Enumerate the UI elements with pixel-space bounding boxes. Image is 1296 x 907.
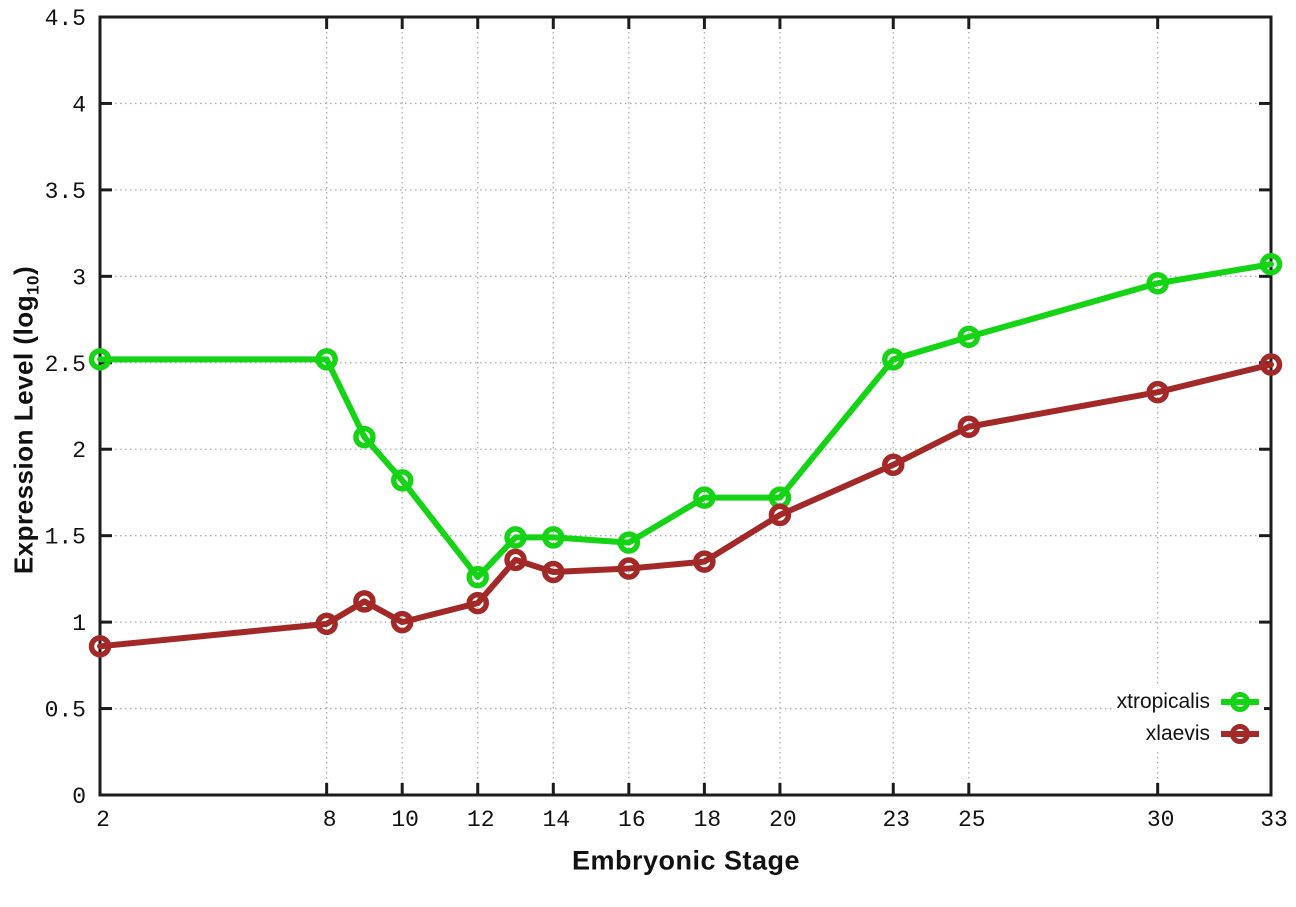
data-point-xlaevis-stage-10 — [390, 610, 414, 634]
data-point-xlaevis-stage-2 — [88, 635, 112, 658]
x-tick-label: 8 — [323, 807, 337, 833]
y-axis-label-text: Expression Level (log — [8, 294, 39, 575]
plot-border — [98, 15, 1273, 797]
x-tick-label: 25 — [958, 807, 986, 833]
data-point-xlaevis-stage-14 — [542, 560, 565, 584]
data-point-xlaevis-stage-33 — [1259, 353, 1283, 376]
x-tick-label: 12 — [467, 807, 495, 833]
y-tick-label: 4.5 — [45, 6, 86, 32]
x-tick-label: 20 — [769, 807, 797, 833]
y-axis-label-subscript: 10 — [23, 275, 43, 295]
y-axis-label-close: ) — [8, 265, 39, 275]
legend-label-xlaevis: xlaevis — [1145, 722, 1210, 745]
data-point-xtropicalis-stage-14 — [542, 526, 565, 549]
data-point-xtropicalis-stage-23 — [882, 348, 905, 371]
y-tick-label: 1 — [72, 611, 86, 637]
x-tick-label: 16 — [618, 807, 646, 833]
data-point-xtropicalis-stage-18 — [693, 486, 716, 509]
y-tick-label: 1.5 — [45, 525, 86, 551]
data-point-xtropicalis-stage-33 — [1259, 252, 1283, 276]
legend-marker-xlaevis — [1221, 724, 1259, 744]
x-tick-label: 2 — [96, 807, 110, 833]
y-tick-label: 3.5 — [45, 179, 86, 205]
y-tick-label: 3 — [72, 265, 86, 291]
data-point-xlaevis-stage-20 — [768, 503, 792, 527]
y-tick-label: 2 — [72, 438, 86, 464]
y-tick-label: 0 — [72, 784, 86, 810]
y-axis-label: Expression Level (log10) — [9, 266, 44, 574]
series-line-xtropicalis — [97, 261, 1274, 581]
x-tick-label: 23 — [882, 807, 910, 833]
legend-item-xtropicalis: xtropicalis — [1117, 686, 1260, 718]
data-point-xlaevis-stage-16 — [617, 557, 641, 580]
x-axis-label: Embryonic Stage — [571, 845, 801, 876]
y-tick-label: 0.5 — [45, 698, 86, 724]
data-point-xlaevis-stage-8 — [315, 612, 338, 636]
data-point-xlaevis-stage-23 — [882, 453, 905, 477]
legend-sample-circle-icon — [1230, 724, 1250, 744]
legend-marker-xtropicalis — [1221, 692, 1259, 712]
x-tick-label: 33 — [1260, 807, 1288, 833]
y-tick-label: 2.5 — [45, 352, 86, 378]
data-point-xlaevis-stage-13 — [504, 548, 527, 572]
x-tick-label: 18 — [694, 807, 722, 833]
data-point-xtropicalis-stage-12 — [466, 565, 489, 589]
data-point-xlaevis-stage-18 — [693, 550, 716, 573]
data-point-xtropicalis-stage-16 — [617, 531, 641, 554]
data-point-xtropicalis-stage-9 — [353, 425, 376, 449]
data-point-xtropicalis-stage-13 — [504, 526, 527, 549]
data-point-xlaevis-stage-12 — [466, 591, 489, 615]
data-point-xtropicalis-stage-25 — [957, 325, 981, 349]
data-point-xtropicalis-stage-8 — [315, 348, 338, 371]
legend-item-xlaevis: xlaevis — [1146, 718, 1260, 750]
data-point-xlaevis-stage-25 — [957, 415, 981, 438]
data-point-xlaevis-stage-9 — [353, 590, 376, 613]
legend: xtropicalis xlaevis — [1112, 684, 1264, 752]
y-tick-label: 4 — [72, 92, 86, 118]
x-tick-label: 10 — [391, 807, 419, 833]
data-point-xtropicalis-stage-10 — [390, 469, 414, 492]
x-tick-label: 14 — [542, 807, 570, 833]
data-point-xtropicalis-stage-30 — [1146, 271, 1169, 295]
data-point-xlaevis-stage-30 — [1146, 380, 1169, 404]
legend-sample-circle-icon — [1230, 692, 1250, 712]
x-tick-label: 30 — [1147, 807, 1175, 833]
data-point-xtropicalis-stage-2 — [88, 348, 112, 371]
legend-label-xtropicalis: xtropicalis — [1116, 690, 1210, 713]
